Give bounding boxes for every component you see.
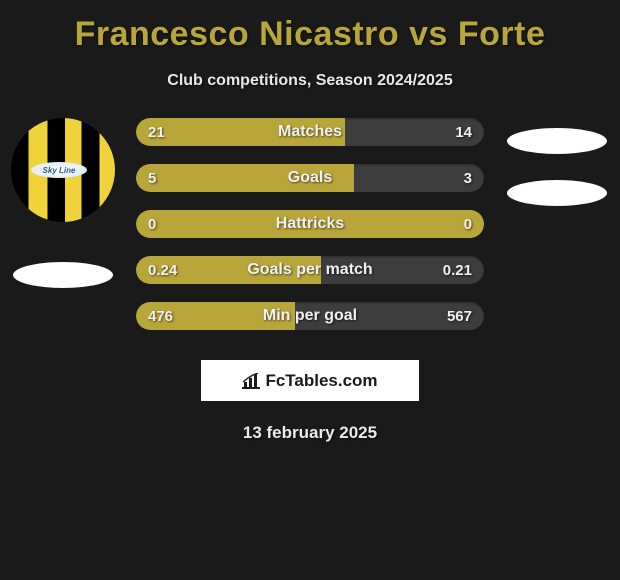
comparison-card: Francesco Nicastro vs Forte Club competi…: [0, 0, 620, 453]
player-left-name-ellipse: [13, 262, 113, 288]
stat-value-left: 5: [148, 170, 156, 187]
stat-bar: 0.24 Goals per match 0.21: [136, 256, 484, 284]
player-right-col: [502, 128, 612, 206]
stats-column: 21 Matches 14 5 Goals 3 0 Hattricks 0 0.24 Goals p…: [136, 118, 484, 330]
stat-value-left: 21: [148, 124, 165, 141]
stat-bar: 21 Matches 14: [136, 118, 484, 146]
stat-bar: 0 Hattricks 0: [136, 210, 484, 238]
main-row: Sky Line 21 Matches 14 5 Goals 3 0 Hattricks 0 0.…: [0, 118, 620, 330]
page-title: Francesco Nicastro vs Forte: [0, 15, 620, 54]
player-right-name-ellipse-top: [507, 128, 607, 154]
brand-chart-icon: [242, 373, 260, 389]
stat-value-right: 0: [464, 216, 472, 233]
stat-label: Matches: [278, 123, 342, 141]
stat-value-left: 0: [148, 216, 156, 233]
player-left-col: Sky Line: [8, 118, 118, 288]
stat-value-right: 14: [455, 124, 472, 141]
stat-label: Goals: [288, 169, 332, 187]
subtitle: Club competitions, Season 2024/2025: [0, 72, 620, 90]
stat-label: Min per goal: [263, 307, 357, 325]
stat-value-right: 3: [464, 170, 472, 187]
brand-text: FcTables.com: [265, 371, 377, 391]
player-left-avatar: Sky Line: [11, 118, 115, 222]
brand-box[interactable]: FcTables.com: [201, 360, 419, 401]
stat-value-left: 0.24: [148, 262, 177, 279]
stat-label: Goals per match: [247, 261, 372, 279]
stat-value-right: 567: [447, 308, 472, 325]
stat-bar: 476 Min per goal 567: [136, 302, 484, 330]
stat-value-right: 0.21: [443, 262, 472, 279]
stat-bar: 5 Goals 3: [136, 164, 484, 192]
jersey-sponsor-badge: Sky Line: [31, 162, 87, 178]
stat-label: Hattricks: [276, 215, 344, 233]
date-text: 13 february 2025: [0, 423, 620, 443]
stat-value-left: 476: [148, 308, 173, 325]
player-right-name-ellipse-bottom: [507, 180, 607, 206]
